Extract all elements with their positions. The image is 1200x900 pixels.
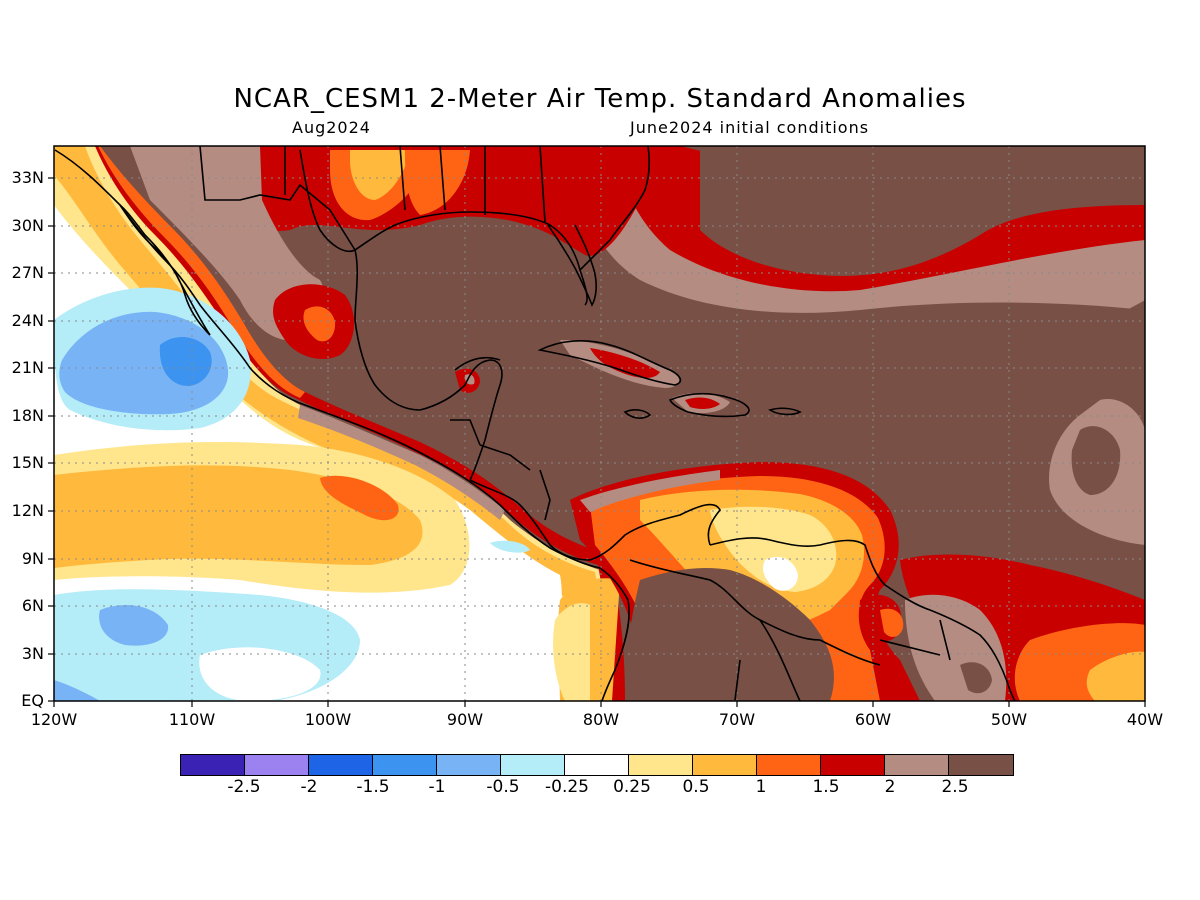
colorbar-label: 2 [884, 777, 896, 797]
colorbar-label: 2.5 [941, 777, 969, 797]
field-mexico-mauve [130, 146, 324, 341]
colorbar-label: -0.25 [545, 777, 589, 797]
x-tick-label: 100W [304, 710, 352, 729]
colorbar-label: 0.25 [613, 777, 651, 797]
y-tick-label: 15N [11, 453, 44, 472]
y-tick-label: 33N [11, 168, 44, 187]
colorbar-label: -1 [428, 777, 446, 797]
y-tick-label: 9N [21, 549, 44, 568]
color-swatch [309, 755, 373, 775]
y-tick-label: 3N [21, 644, 44, 663]
x-tick-label: 50W [990, 710, 1028, 729]
x-tick-label: 120W [30, 710, 78, 729]
map-title: NCAR_CESM1 2-Meter Air Temp. Standard An… [233, 84, 967, 114]
y-tick-label: 21N [11, 358, 44, 377]
color-bar [180, 754, 1014, 776]
color-swatch [693, 755, 757, 775]
coastlines [54, 146, 1016, 701]
color-swatch [885, 755, 949, 775]
color-swatch [245, 755, 309, 775]
x-tick-label: 110W [168, 710, 216, 729]
colorbar-label: 1.5 [812, 777, 840, 797]
x-tick-label: 70W [718, 710, 756, 729]
color-swatch [629, 755, 693, 775]
map-frame [53, 145, 1146, 702]
x-tick-label: 90W [446, 710, 484, 729]
y-tick-label: 12N [11, 501, 44, 520]
x-tick-label: 40W [1126, 710, 1164, 729]
gridlines [54, 146, 1145, 701]
y-tick-label: 18N [11, 406, 44, 425]
colorbar-label: -1.5 [356, 777, 390, 797]
color-swatch [757, 755, 821, 775]
colorbar-label: 1 [755, 777, 767, 797]
y-tick-label: 27N [11, 263, 44, 282]
color-swatch [949, 755, 1013, 775]
color-swatch [437, 755, 501, 775]
colorbar-label: 0.5 [682, 777, 710, 797]
tick-marks [48, 177, 1146, 707]
forecast-month: Aug2024 [292, 118, 371, 137]
color-swatch [181, 755, 245, 775]
colorbar-label: -0.5 [486, 777, 520, 797]
colorbar-label: -2.5 [227, 777, 261, 797]
y-tick-label: EQ [21, 691, 44, 710]
color-swatch [373, 755, 437, 775]
color-swatch [565, 755, 629, 775]
y-tick-label: 24N [11, 311, 44, 330]
y-tick-label: 30N [11, 216, 44, 235]
colorbar-label: -2 [300, 777, 318, 797]
map-fields [54, 146, 1145, 701]
x-tick-label: 80W [582, 710, 620, 729]
color-swatch [501, 755, 565, 775]
x-tick-label: 60W [854, 710, 892, 729]
color-swatch [821, 755, 885, 775]
initial-conditions: June2024 initial conditions [630, 118, 870, 137]
y-tick-label: 6N [21, 596, 44, 615]
